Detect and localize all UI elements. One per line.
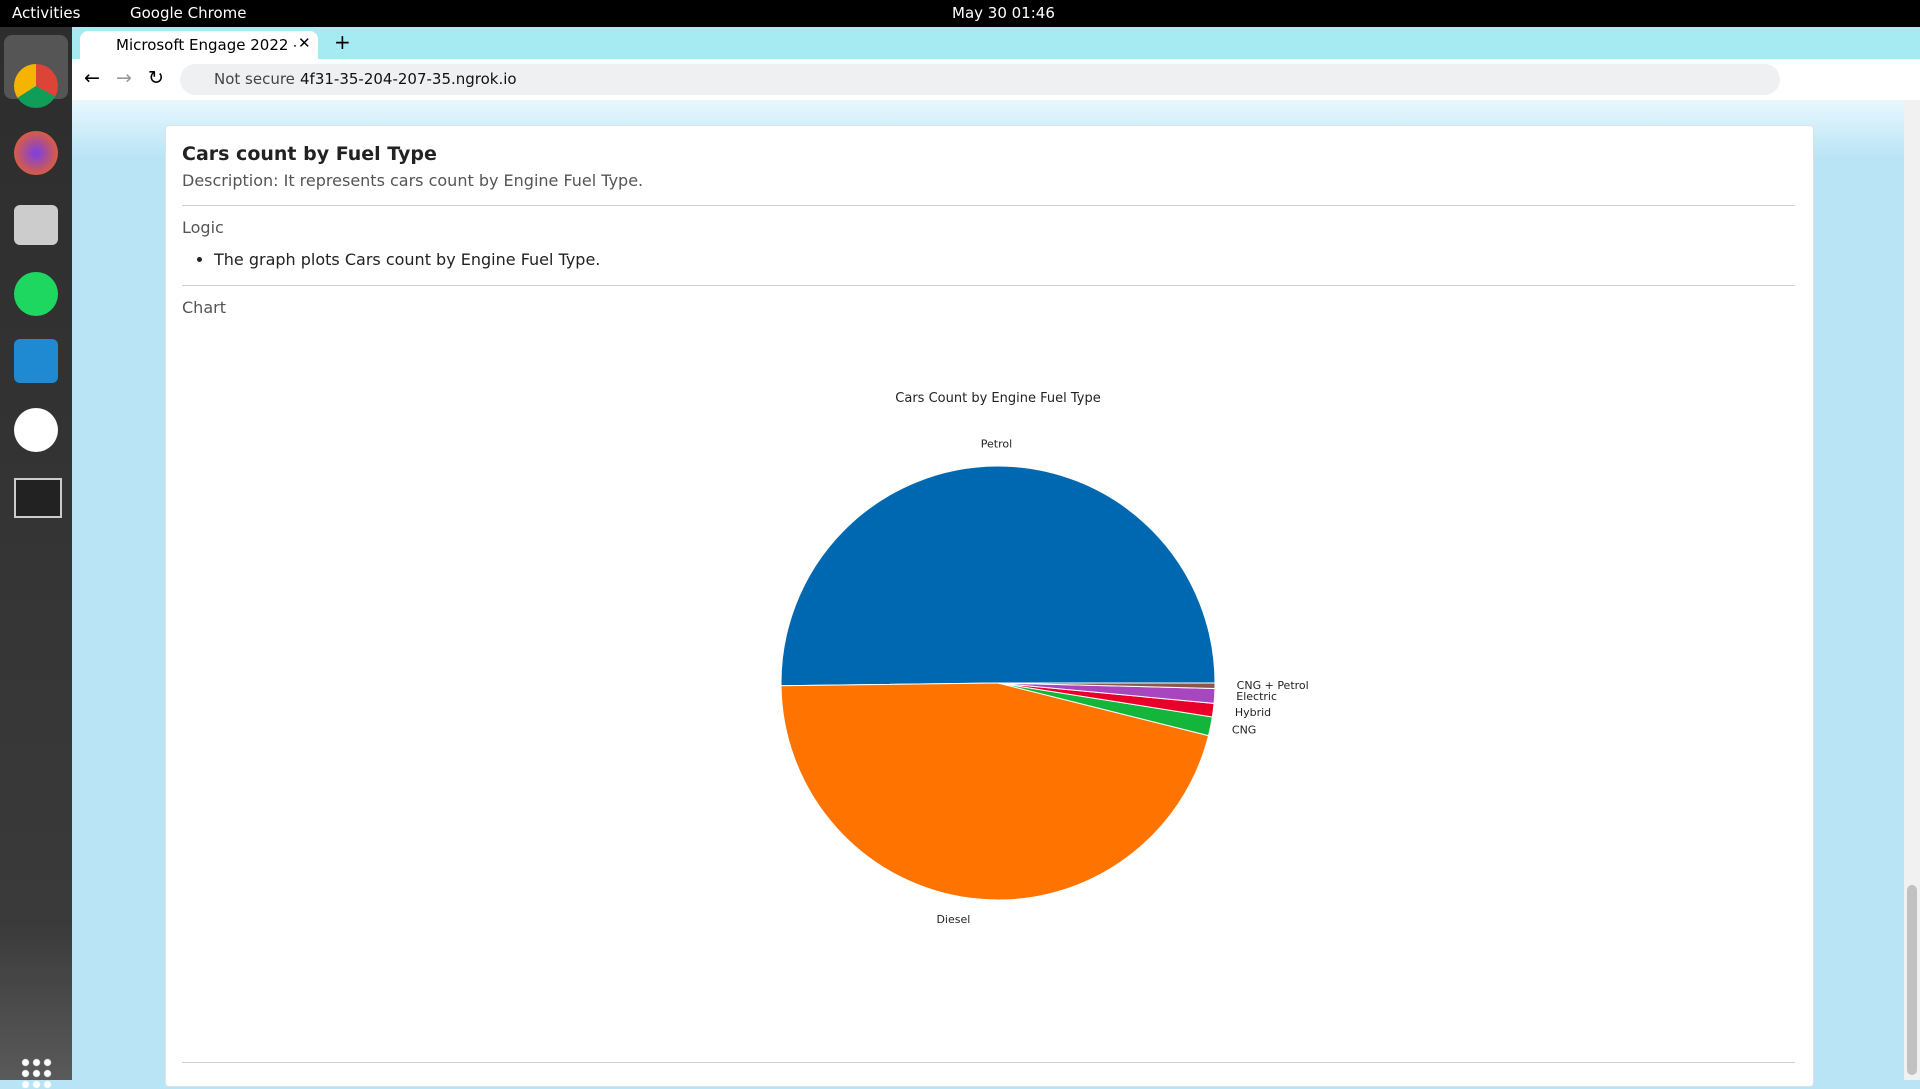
terminal-icon[interactable] [14, 478, 62, 518]
pie-slice [997, 682, 1216, 689]
pie-slice [780, 682, 1210, 901]
clock[interactable]: May 30 01:46 [952, 4, 1055, 22]
divider [182, 1062, 1795, 1063]
scrollbar[interactable] [1904, 100, 1920, 1080]
address-bar[interactable]: Not secure 4f31-35-204-207-35.ngrok.io [180, 64, 1780, 95]
tab-close[interactable]: ✕ [298, 34, 311, 52]
slice-label: Petrol [981, 437, 1012, 450]
divider [182, 205, 1795, 206]
vscode-icon[interactable] [14, 339, 58, 383]
security-indicator[interactable]: Not secure [214, 70, 295, 88]
reload[interactable]: ↻ [148, 67, 164, 89]
chart-title: Cars Count by Engine Fuel Type [895, 391, 1100, 406]
files-icon[interactable] [14, 205, 58, 245]
scroll-thumb[interactable] [1907, 885, 1917, 1075]
activities[interactable]: Activities [12, 4, 81, 22]
slice-label: Electric [1236, 690, 1277, 703]
slice-label: CNG + Petrol [1237, 679, 1309, 692]
logic-heading: Logic [182, 218, 224, 237]
logic-item: The graph plots Cars count by Engine Fue… [214, 250, 600, 269]
back[interactable]: ← [84, 67, 100, 89]
tab-title: Microsoft Engage 2022 - F [116, 36, 296, 54]
slice-label: Diesel [936, 913, 970, 926]
spotify-icon[interactable] [14, 272, 58, 316]
system-bar: Activities Google Chrome May 30 01:46 [0, 0, 1920, 27]
forward[interactable]: → [116, 67, 132, 89]
slice-label: CNG [1232, 724, 1256, 737]
chart-heading: Chart [182, 298, 226, 317]
pie-slice [780, 465, 1216, 687]
url: 4f31-35-204-207-35.ngrok.io [300, 70, 517, 88]
chrome-icon[interactable] [14, 64, 58, 108]
divider [182, 285, 1795, 286]
tab-strip [72, 27, 1920, 59]
slice-label: Hybrid [1235, 706, 1271, 719]
new-tab[interactable]: + [334, 30, 351, 54]
browser-tab[interactable]: Microsoft Engage 2022 - F ✕ [80, 31, 318, 59]
dock [0, 27, 72, 1089]
firefox-icon[interactable] [14, 131, 58, 175]
mongodb-icon[interactable] [14, 408, 58, 452]
card-title: Cars count by Fuel Type [182, 143, 437, 165]
app-menu[interactable]: Google Chrome [130, 4, 247, 22]
logic-list: The graph plots Cars count by Engine Fue… [166, 250, 600, 269]
card-description: Description: It represents cars count by… [182, 171, 644, 190]
